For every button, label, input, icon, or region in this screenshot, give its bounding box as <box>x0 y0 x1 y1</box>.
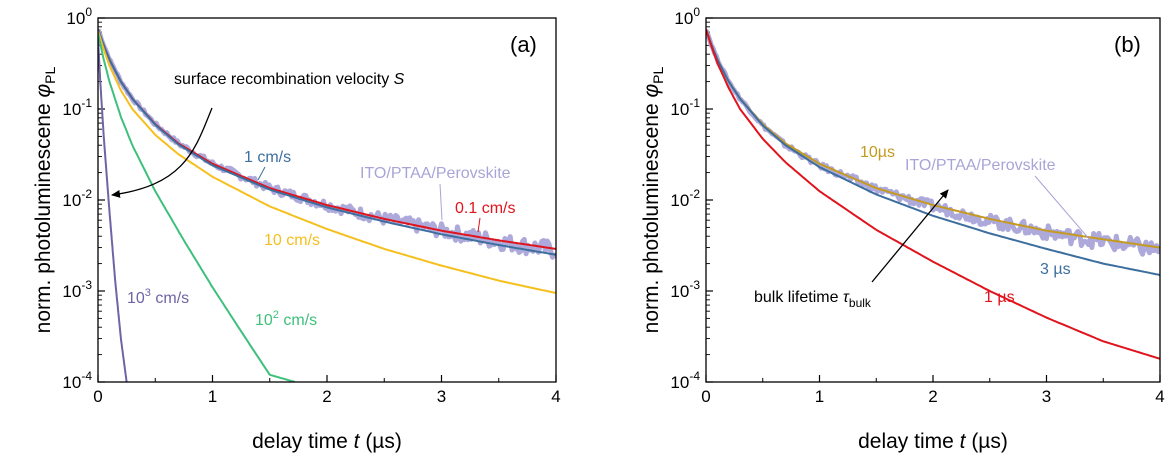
x-tick-label: 3 <box>1042 387 1051 406</box>
series-line <box>98 38 128 382</box>
leader-measurement-b <box>1034 175 1091 241</box>
x-tick-label: 3 <box>437 387 446 406</box>
y-tick-label: 100 <box>66 5 92 28</box>
label-1cms-a: 1 cm/s <box>244 149 291 166</box>
panel-a: norm. photoluminescene φPL 0 1 2 3 4 100 10-1 1… <box>32 5 561 453</box>
y-tick-label: 10-3 <box>670 278 700 301</box>
panel-label-b: (b) <box>1114 32 1141 57</box>
label-10us-b: 10µs <box>860 144 895 161</box>
x-tick-label: 0 <box>701 387 710 406</box>
label-3us-b: 3 µs <box>1040 261 1071 278</box>
series-line <box>98 30 556 294</box>
plot-area-b <box>706 29 1160 360</box>
tau-bulk-label: bulk lifetime τbulk <box>754 289 872 310</box>
label-10cms-a: 10 cm/s <box>264 232 320 249</box>
tau-arrow <box>871 189 949 283</box>
y-axis-label-b: norm. photoluminescene φPL <box>640 66 666 333</box>
series-line <box>706 29 1160 276</box>
plot-area-a <box>98 28 556 382</box>
label-1us-b: 1 µs <box>984 289 1015 306</box>
label-01cms-a: 0.1 cm/s <box>455 200 515 217</box>
x-tick-label: 2 <box>928 387 937 406</box>
x-tick-label: 4 <box>1155 387 1164 406</box>
x-tick-label: 1 <box>208 387 217 406</box>
series-line <box>98 29 556 256</box>
y-tick-label: 10-1 <box>62 96 92 119</box>
y-tick-label: 10-2 <box>62 187 92 210</box>
series-line <box>706 29 1160 360</box>
axes-frame-a <box>97 17 557 383</box>
series-line <box>706 29 1160 249</box>
y-tick-label: 10-1 <box>670 96 700 119</box>
y-tick-label: 10-2 <box>670 187 700 210</box>
s-velocity-label: surface recombination velocity S <box>174 71 405 88</box>
x-tick-label: 0 <box>93 387 102 406</box>
x-axis-label-a: delay time t (µs) <box>252 430 402 453</box>
panel-label-a: (a) <box>510 32 537 57</box>
label-100cms-a: 102 cm/s <box>255 309 317 329</box>
x-tick-label: 4 <box>551 387 560 406</box>
leader-measurement-a <box>439 183 443 221</box>
s-arrow <box>111 107 213 198</box>
axes-frame-b <box>705 17 1161 383</box>
y-tick-label: 10-4 <box>62 369 92 392</box>
x-axis-label-b: delay time t (µs) <box>858 430 1008 453</box>
measurement-trace <box>706 29 1160 257</box>
label-1000cms-a: 103 cm/s <box>127 287 189 307</box>
y-tick-label: 10-4 <box>670 369 700 392</box>
y-tick-label: 10-3 <box>62 278 92 301</box>
y-tick-label: 100 <box>674 5 700 28</box>
x-tick-label: 1 <box>815 387 824 406</box>
series-line <box>98 32 296 382</box>
leader-1cms-a <box>257 166 266 181</box>
y-axis-label-a: norm. photoluminescene φPL <box>32 66 58 333</box>
panel-b: norm. photoluminescene φPL 0 1 2 3 4 100 10-1 1… <box>640 5 1165 453</box>
leader-01cms-a <box>477 217 481 233</box>
label-measurement-b: ITO/PTAA/Perovskite <box>905 157 1056 174</box>
x-tick-label: 2 <box>322 387 331 406</box>
label-measurement-a: ITO/PTAA/Perovskite <box>360 165 511 182</box>
